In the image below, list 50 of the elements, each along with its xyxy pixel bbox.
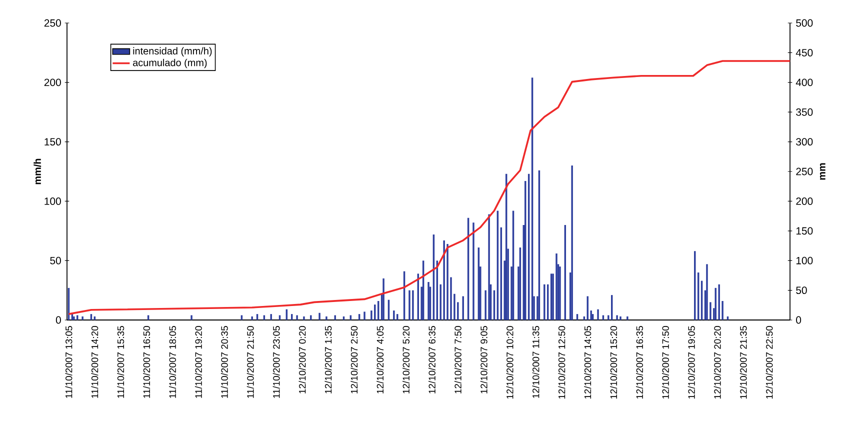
y2-tick-label: 150 <box>796 227 813 235</box>
y-tick-label: 100 <box>44 198 61 205</box>
x-tick-label: 11/10/2007 19:20 <box>194 326 202 398</box>
y-tick-label: 250 <box>44 19 61 27</box>
x-tick-label: 12/10/2007 9:05 <box>480 326 488 394</box>
line-series <box>68 60 790 315</box>
x-tick-label: 12/10/2007 1:35 <box>324 326 332 394</box>
x-tick-label: 11/10/2007 15:35 <box>117 326 124 398</box>
x-tick-label: 12/10/2007 14:05 <box>584 326 592 399</box>
legend-label: intensidad (mm/h) <box>133 47 212 56</box>
y-tick-label: 0 <box>56 316 61 324</box>
y2-tick-label: 100 <box>796 256 813 264</box>
x-tick-label: 12/10/2007 17:50 <box>662 326 669 399</box>
y2-tick-label: 250 <box>796 168 813 176</box>
x-tick-label: 12/10/2007 20:20 <box>714 326 721 399</box>
x-tick-label: 11/10/2007 16:50 <box>143 326 150 398</box>
y-tick-label: 50 <box>50 256 61 264</box>
x-tick-label: 12/10/2007 6:35 <box>428 326 436 394</box>
y2-tick-label: 450 <box>796 49 813 56</box>
x-tick-label: 12/10/2007 0:20 <box>298 326 306 394</box>
x-tick-label: 12/10/2007 5:20 <box>402 326 410 394</box>
y2-tick-label: 300 <box>796 138 813 146</box>
legend-label: acumulado (mm) <box>132 58 207 68</box>
y2-tick-label: 500 <box>796 19 813 27</box>
x-tick-label: 12/10/2007 10:20 <box>506 326 514 399</box>
y2-tick-label: 400 <box>796 78 813 86</box>
y2-tick-label: 50 <box>796 286 807 294</box>
x-tick-label: 12/10/2007 7:50 <box>454 326 462 394</box>
y2-axis-title: mm <box>820 163 826 180</box>
y2-tick-label: 0 <box>796 316 802 324</box>
x-tick-label: 12/10/2007 22:50 <box>766 326 773 399</box>
x-tick-label: 12/10/2007 12:50 <box>558 326 566 399</box>
x-tick-label: 12/10/2007 11:35 <box>532 326 540 398</box>
y-tick-label: 150 <box>44 138 61 146</box>
y2-tick-label: 350 <box>796 108 813 116</box>
x-tick-label: 12/10/2007 19:05 <box>688 326 695 399</box>
x-tick-label: 11/10/2007 14:20 <box>91 326 98 398</box>
x-tick-label: 11/10/2007 21:50 <box>246 326 254 398</box>
x-tick-label: 11/10/2007 20:35 <box>220 326 228 398</box>
y2-tick-label: 200 <box>796 198 813 205</box>
x-tick-label: 12/10/2007 21:35 <box>740 326 747 399</box>
x-tick-label: 12/10/2007 15:20 <box>610 326 618 399</box>
x-tick-label: 11/10/2007 13:05 <box>65 326 72 398</box>
x-tick-label: 11/10/2007 18:05 <box>169 326 176 398</box>
x-tick-label: 12/10/2007 4:05 <box>376 326 384 394</box>
y-axis-title: mm/h <box>34 158 42 184</box>
x-tick-label: 11/10/2007 23:05 <box>272 326 280 398</box>
x-tick-label: 12/10/2007 2:50 <box>350 326 358 394</box>
y-tick-label: 200 <box>44 78 61 86</box>
x-tick-label: 12/10/2007 16:35 <box>636 326 644 399</box>
